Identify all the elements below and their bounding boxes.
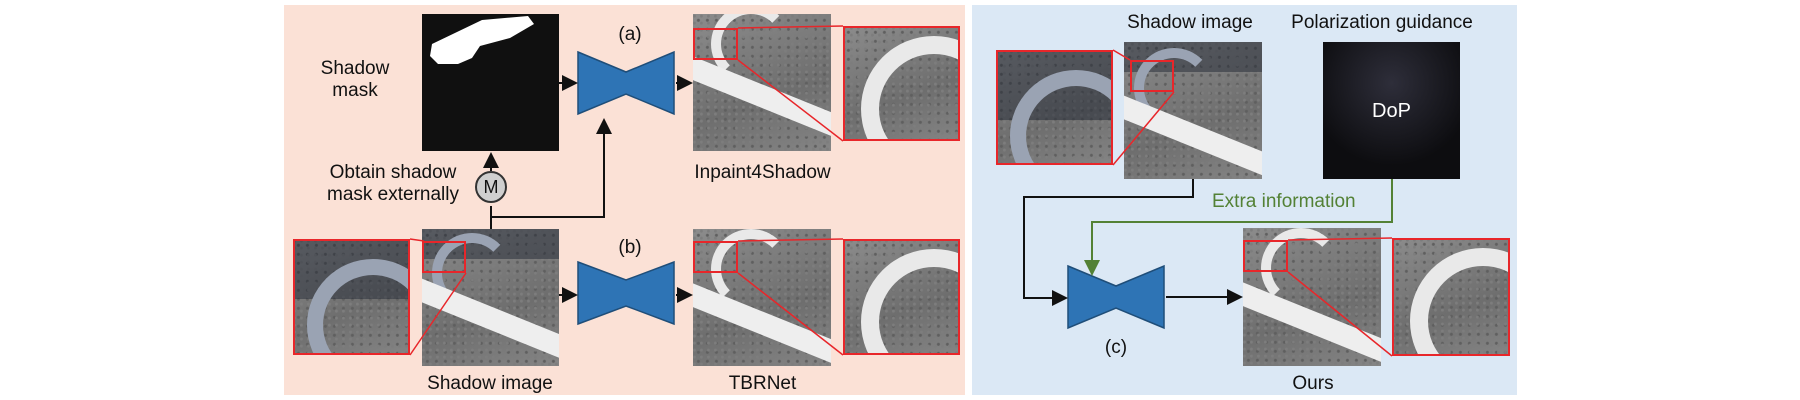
- shadow-input-image-c: [1124, 42, 1262, 179]
- network-b: [577, 260, 675, 326]
- shadow-zoom-image-c: [996, 50, 1113, 165]
- tbrnet-result-image: [693, 229, 831, 366]
- mask-operator-circle: M: [475, 171, 507, 203]
- ours-result-image: [1243, 228, 1381, 366]
- network-a: [577, 50, 675, 116]
- shadow-input-image: [422, 229, 559, 366]
- shadow-image-label-c: Shadow image: [1127, 12, 1253, 33]
- inpaint4shadow-label: Inpaint4Shadow: [694, 162, 831, 183]
- obtain-mask-label: Obtain shadow mask externally: [327, 162, 459, 205]
- ours-label: Ours: [1292, 373, 1334, 394]
- shadow-image-label-b: Shadow image: [427, 373, 553, 394]
- polarization-guidance-label: Polarization guidance: [1291, 12, 1473, 33]
- dop-label: DoP: [1372, 100, 1411, 122]
- panel-c-marker: (c): [1104, 337, 1128, 358]
- mask-shape: [430, 16, 534, 64]
- shadow-mask-label: Shadow mask: [320, 58, 390, 101]
- inpaint4shadow-result-image: [693, 14, 831, 151]
- zoom-region-box: [693, 28, 738, 60]
- extra-information-label: Extra information: [1212, 191, 1356, 212]
- tbrnet-zoom-image: [843, 239, 960, 355]
- shadow-mask-image: [422, 14, 559, 151]
- panel-b-marker: (b): [618, 237, 642, 258]
- inpaint4shadow-zoom-image: [843, 26, 960, 141]
- dop-image: DoP: [1323, 42, 1460, 179]
- network-c: [1067, 264, 1165, 330]
- ours-zoom-image: [1392, 238, 1510, 356]
- shadow-zoom-image: [293, 239, 410, 355]
- panel-a-marker: (a): [618, 24, 642, 45]
- tbrnet-label: TBRNet: [728, 373, 797, 394]
